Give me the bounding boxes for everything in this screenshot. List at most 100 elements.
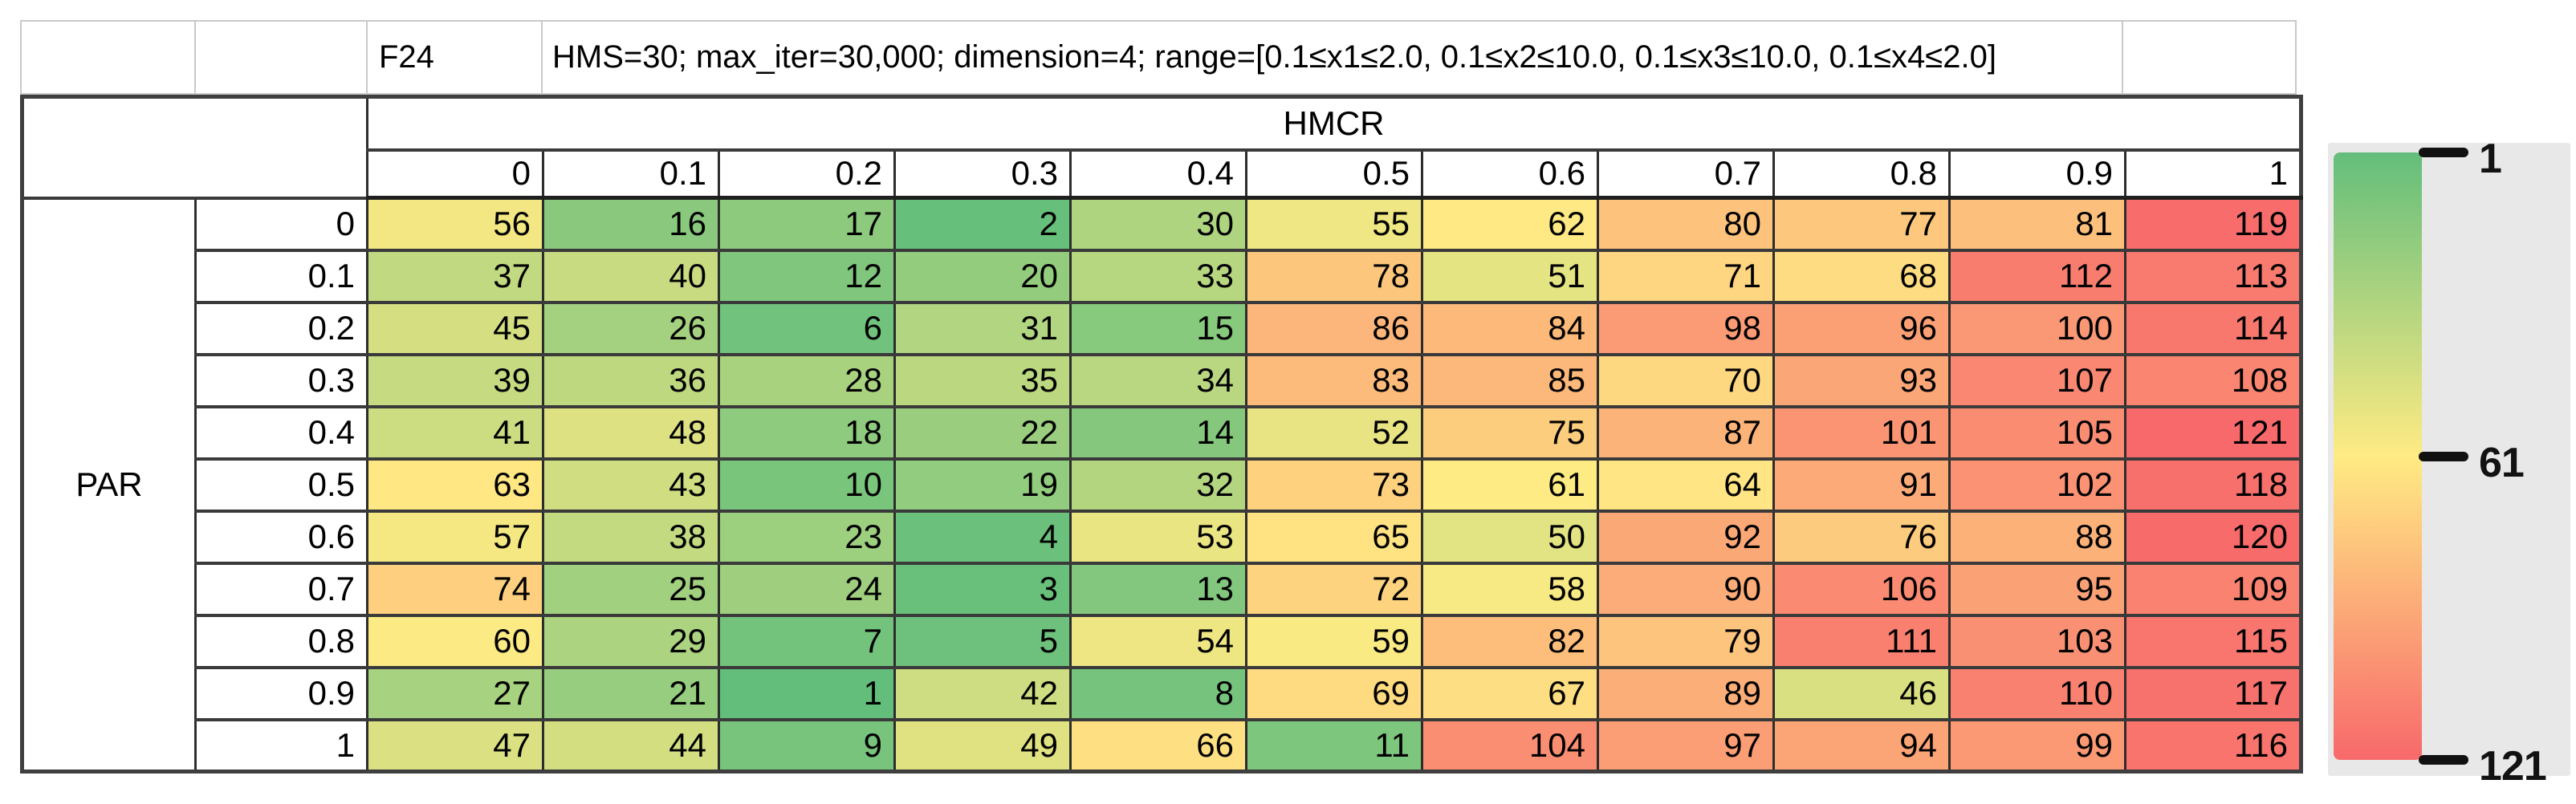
- parameters-text: HMS=30; max_iter=30,000; dimension=4; ra…: [541, 20, 2122, 95]
- heatmap-cell: 66: [1069, 717, 1247, 774]
- heatmap-cell: 54: [1069, 613, 1247, 669]
- heatmap-row: 0.7 74 25 24 3 13 72 58 90 106 95 109: [22, 561, 2302, 617]
- heatmap-cell: 35: [893, 352, 1072, 408]
- row-header: 0.9: [194, 665, 368, 721]
- colorbar-tick-label: 61: [2479, 439, 2525, 486]
- heatmap-cell: 93: [1772, 352, 1951, 408]
- row-header: 1: [194, 717, 368, 774]
- heatmap-cell: 89: [1597, 665, 1775, 721]
- heatmap-cell: 99: [1948, 717, 2126, 774]
- heatmap-cell: 6: [718, 300, 896, 356]
- colorbar-tick-mark: [2419, 755, 2468, 765]
- x-axis-title-row: HMCR: [21, 95, 2302, 200]
- heatmap-cell: 39: [366, 352, 544, 408]
- heatmap-cell: 27: [366, 665, 544, 721]
- heatmap-cell: 88: [1948, 509, 2126, 565]
- heatmap-cell: 120: [2124, 509, 2302, 565]
- row-header: 0.6: [194, 509, 368, 565]
- heatmap-cell: 38: [542, 509, 720, 565]
- title-strip-empty-cell-1: [20, 20, 194, 95]
- heatmap-cell: 26: [542, 300, 720, 356]
- heatmap-cell: 60: [366, 613, 544, 669]
- heatmap-cell: 37: [366, 248, 544, 304]
- heatmap-cell: 11: [1245, 717, 1423, 774]
- heatmap-cell: 58: [1421, 561, 1599, 617]
- heatmap-cell: 102: [1948, 457, 2126, 513]
- heatmap-cell: 78: [1245, 248, 1423, 304]
- heatmap-cell: 84: [1421, 300, 1599, 356]
- heatmap-cell: 28: [718, 352, 896, 408]
- heatmap-cell: 15: [1069, 300, 1247, 356]
- heatmap-cell: 109: [2124, 561, 2302, 617]
- heatmap-cell: 41: [366, 404, 544, 461]
- heatmap-cell: 50: [1421, 509, 1599, 565]
- row-header: 0.8: [194, 613, 368, 669]
- heatmap-cell: 33: [1069, 248, 1247, 304]
- heatmap-cell: 61: [1421, 457, 1599, 513]
- heatmap-cell: 76: [1772, 509, 1951, 565]
- heatmap-cell: 7: [718, 613, 896, 669]
- heatmap-cell: 119: [2124, 196, 2302, 252]
- heatmap-table-body: HMCR 0 0.1 0.2 0.3 0.4 0.5 0.6 0.7 0.8 0.9 1 PAR 0 56 1…: [21, 95, 2302, 774]
- heatmap-cell: 45: [366, 300, 544, 356]
- x-axis-title: HMCR: [366, 95, 2302, 152]
- column-header: 0.2: [718, 148, 896, 200]
- heatmap-row: 0.1 37 40 12 20 33 78 51 71 68 112 113: [22, 248, 2302, 304]
- y-axis-title: PAR: [21, 196, 197, 774]
- heatmap-table: HMCR 0 0.1 0.2 0.3 0.4 0.5 0.6 0.7 0.8 0.9 1 PAR 0 56 1…: [20, 95, 2303, 774]
- heatmap-cell: 47: [366, 717, 544, 774]
- heatmap-cell: 96: [1772, 300, 1951, 356]
- heatmap-cell: 73: [1245, 457, 1423, 513]
- heatmap-row: 1 47 44 9 49 66 11 104 97 94 99 116: [22, 717, 2302, 774]
- column-header: 0.4: [1069, 148, 1247, 200]
- row-header: 0: [194, 196, 368, 252]
- heatmap-cell: 101: [1772, 404, 1951, 461]
- heatmap-row: 0.8 60 29 7 5 54 59 82 79 111 103 115: [22, 613, 2302, 669]
- row-header: 0.4: [194, 404, 368, 461]
- heatmap-cell: 94: [1772, 717, 1951, 774]
- heatmap-cell: 87: [1597, 404, 1775, 461]
- heatmap-cell: 103: [1948, 613, 2126, 669]
- heatmap-cell: 5: [893, 613, 1072, 669]
- heatmap-cell: 52: [1245, 404, 1423, 461]
- heatmap-cell: 115: [2124, 613, 2302, 669]
- heatmap-cell: 51: [1421, 248, 1599, 304]
- column-header: 0.3: [893, 148, 1072, 200]
- heatmap-cell: 70: [1597, 352, 1775, 408]
- column-header: 0.6: [1421, 148, 1599, 200]
- heatmap-cell: 105: [1948, 404, 2126, 461]
- title-strip-empty-cell-3: [2122, 20, 2297, 95]
- heatmap-cell: 10: [718, 457, 896, 513]
- heatmap-cell: 86: [1245, 300, 1423, 356]
- heatmap-cell: 44: [542, 717, 720, 774]
- title-strip-empty-cell-2: [194, 20, 366, 95]
- heatmap-cell: 92: [1597, 509, 1775, 565]
- heatmap-cell: 75: [1421, 404, 1599, 461]
- heatmap-cell: 95: [1948, 561, 2126, 617]
- heatmap-cell: 111: [1772, 613, 1951, 669]
- heatmap-cell: 117: [2124, 665, 2302, 721]
- heatmap-cell: 43: [542, 457, 720, 513]
- heatmap-cell: 21: [542, 665, 720, 721]
- heatmap-cell: 18: [718, 404, 896, 461]
- row-header: 0.1: [194, 248, 368, 304]
- heatmap-cell: 121: [2124, 404, 2302, 461]
- heatmap-cell: 107: [1948, 352, 2126, 408]
- heatmap-cell: 22: [893, 404, 1072, 461]
- heatmap-cell: 59: [1245, 613, 1423, 669]
- heatmap-cell: 82: [1421, 613, 1599, 669]
- colorbar-tick-mark: [2419, 451, 2468, 461]
- row-header: 0.5: [194, 457, 368, 513]
- heatmap-row: 0.4 41 48 18 22 14 52 75 87 101 105 121: [22, 404, 2302, 461]
- heatmap-cell: 8: [1069, 665, 1247, 721]
- heatmap-cell: 112: [1948, 248, 2126, 304]
- heatmap-row: 0.5 63 43 10 19 32 73 61 64 91 102 118: [22, 457, 2302, 513]
- heatmap-cell: 4: [893, 509, 1072, 565]
- heatmap-cell: 16: [542, 196, 720, 252]
- heatmap-cell: 63: [366, 457, 544, 513]
- row-header: 0.3: [194, 352, 368, 408]
- heatmap-cell: 91: [1772, 457, 1951, 513]
- heatmap-cell: 100: [1948, 300, 2126, 356]
- heatmap-cell: 36: [542, 352, 720, 408]
- row-header: 0.2: [194, 300, 368, 356]
